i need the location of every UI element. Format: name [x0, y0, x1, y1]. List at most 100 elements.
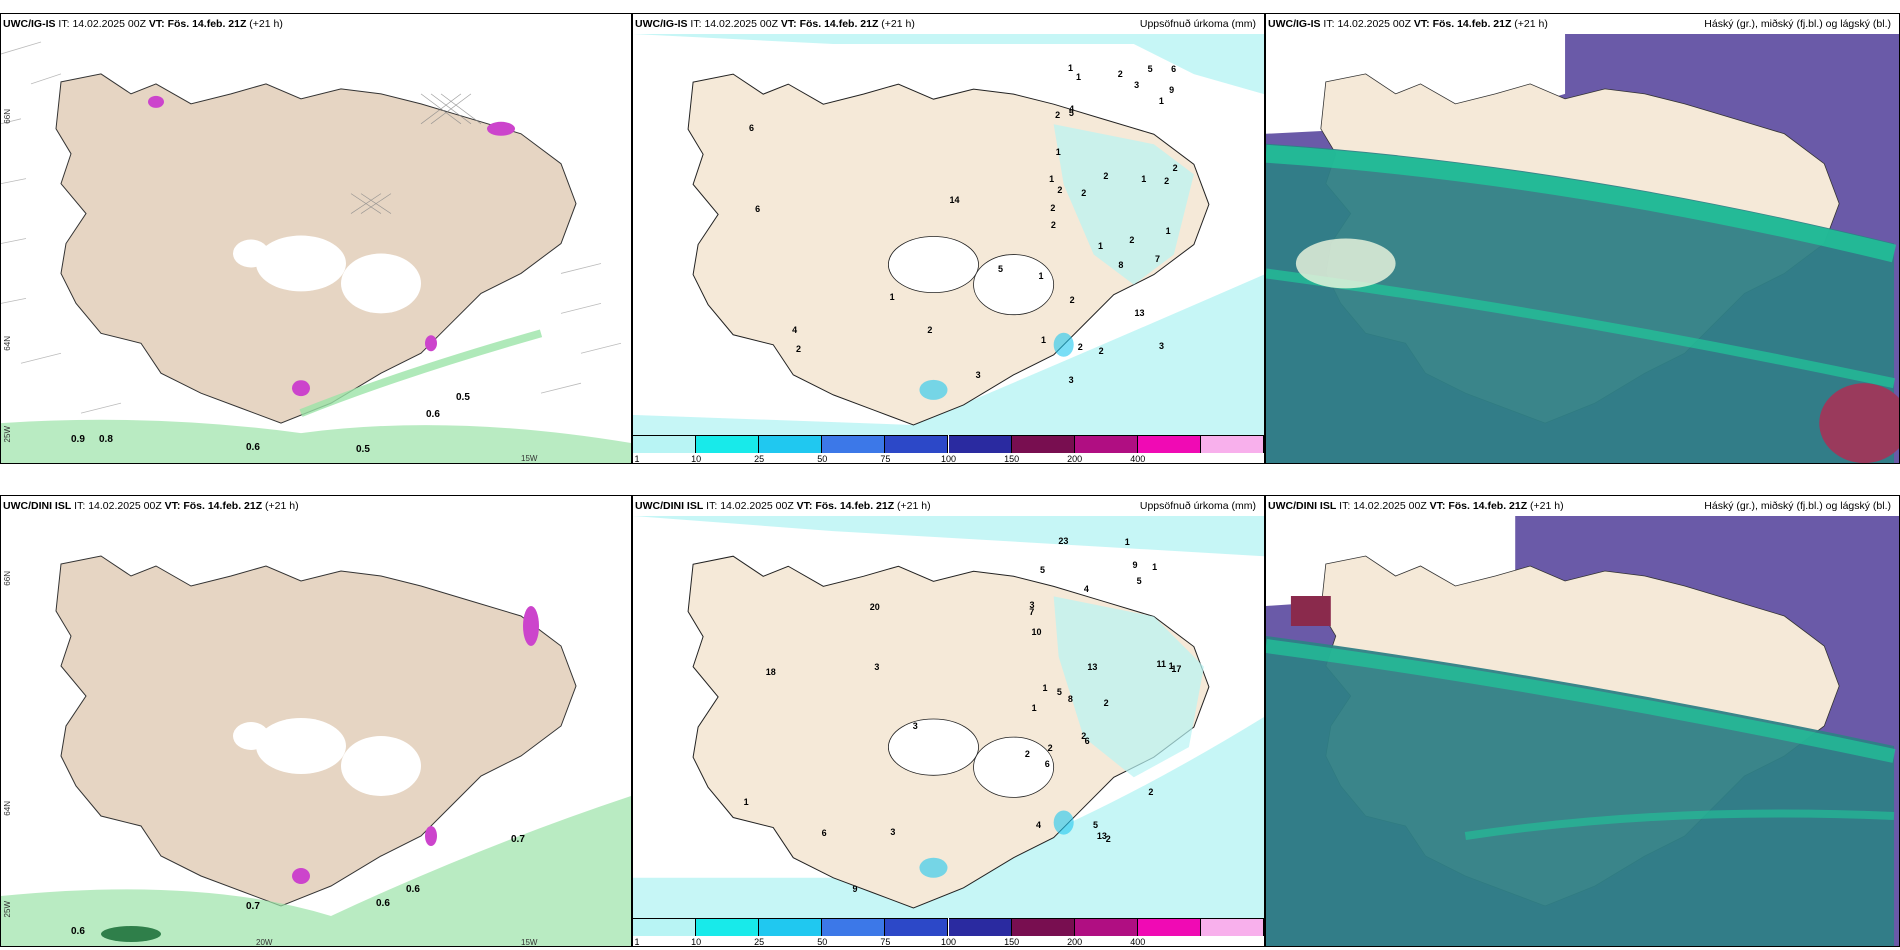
precip-value: 1 — [1055, 146, 1061, 157]
wind-label: 0.6 — [71, 926, 85, 937]
colorbar-tick: 50 — [817, 937, 828, 947]
precip-value: 9 — [1132, 560, 1138, 571]
precip-value: 4 — [792, 324, 798, 335]
colorbar-swatch — [1200, 435, 1264, 453]
precip-value: 3 — [874, 662, 880, 673]
panel-precip-top: UWC/IG-IS IT: 14.02.2025 00Z VT: Fös. 14… — [632, 13, 1265, 464]
panel-wind-bottom: UWC/DINI ISL IT: 14.02.2025 00Z VT: Fös.… — [0, 495, 632, 947]
colorbar-tick: 10 — [691, 937, 702, 947]
precip-value: 4 — [1083, 584, 1089, 595]
colorbar-tick: 400 — [1130, 937, 1146, 947]
precip-value: 1 — [1098, 240, 1104, 251]
precip-value: 2 — [1103, 171, 1109, 182]
cloud-map — [1266, 516, 1899, 946]
colorbar-swatch — [759, 435, 823, 453]
precip-value: 2 — [1105, 833, 1111, 844]
panel-header: UWC/DINI ISL IT: 14.02.2025 00Z VT: Fös.… — [635, 500, 1256, 512]
precip-value: 1 — [1158, 95, 1164, 106]
colorbar-tick: 75 — [880, 454, 891, 464]
precip-value: 7 — [1155, 254, 1161, 265]
wind-label: 0.6 — [376, 898, 390, 909]
precip-value: 2 — [1172, 162, 1178, 173]
colorbar-swatch — [885, 435, 949, 453]
colorbar-swatch — [633, 435, 697, 453]
wind-map — [1, 34, 631, 463]
precip-value: 1 — [1049, 174, 1055, 185]
precip-value: 1 — [1152, 562, 1158, 573]
colorbar-swatch — [1200, 918, 1264, 936]
precip-value: 2 — [1069, 295, 1075, 306]
colorbar-tick: 50 — [817, 454, 828, 464]
precip-value: 6 — [1044, 758, 1050, 769]
panel-precip-bottom: UWC/DINI ISL IT: 14.02.2025 00Z VT: Fös.… — [632, 495, 1265, 947]
precip-value: 6 — [749, 123, 755, 134]
lat-label: 64N — [3, 801, 12, 816]
precip-value: 5 — [1056, 686, 1062, 697]
precip-value: 2 — [796, 344, 802, 355]
panel-header: UWC/IG-IS IT: 14.02.2025 00Z VT: Fös. 14… — [1268, 18, 1891, 30]
precip-value: 6 — [1084, 735, 1090, 746]
precip-value: 2 — [1103, 697, 1109, 708]
precip-value: 1 — [1076, 71, 1082, 82]
colorbar-swatch — [1011, 918, 1075, 936]
precip-value: 1 — [1038, 270, 1044, 281]
lat-label: 66N — [3, 571, 12, 586]
lon-label: 20W — [256, 938, 273, 947]
colorbar-swatch — [759, 918, 823, 936]
precip-value: 2 — [1055, 110, 1061, 120]
panel-cloud-top: UWC/IG-IS IT: 14.02.2025 00Z VT: Fös. 14… — [1265, 13, 1900, 464]
colorbar-swatch — [633, 918, 697, 936]
wind-label: 0.6 — [406, 884, 420, 895]
precip-value: 1 — [743, 796, 749, 807]
precip-value: 1 — [1041, 334, 1047, 345]
precip-value: 5 — [1093, 820, 1099, 831]
colorbar-tick: 150 — [1004, 937, 1020, 947]
precip-value: 3 — [912, 720, 918, 731]
precip-value: 3 — [1068, 374, 1074, 385]
precip-value: 6 — [755, 203, 761, 214]
panel-header: UWC/DINI ISL IT: 14.02.2025 00Z VT: Fös.… — [3, 500, 299, 512]
precip-value: 2 — [1050, 219, 1056, 230]
precip-value: 1 — [889, 291, 895, 302]
precip-value: 18 — [765, 666, 776, 677]
wind-label: 0.5 — [356, 444, 370, 455]
precip-value: 4 — [1036, 819, 1042, 830]
precip-value: 13 — [1087, 661, 1098, 672]
colorbar-tick: 25 — [754, 937, 765, 947]
precip-value: 2 — [927, 325, 933, 336]
precip-value: 20 — [869, 601, 880, 612]
colorbar-tick: 200 — [1067, 937, 1083, 947]
precip-value: 1 — [1124, 536, 1130, 547]
lat-label: 66N — [3, 109, 12, 124]
precip-value: 9 — [1169, 85, 1175, 96]
precip-value: 2 — [1077, 341, 1083, 352]
precip-value: 23 — [1058, 536, 1069, 547]
precip-value: 2 — [1047, 743, 1053, 754]
colorbar-swatch — [1074, 435, 1138, 453]
precip-colorbar: 1 10 25 50 75 100 150 200 400 — [633, 918, 1264, 946]
lat-label: 64N — [3, 336, 12, 351]
panel-header: UWC/IG-IS IT: 14.02.2025 00Z VT: Fös. 14… — [635, 18, 1256, 30]
colorbar-swatch — [822, 435, 886, 453]
colorbar-tick: 400 — [1130, 454, 1146, 464]
precip-value: 6 — [1171, 63, 1177, 74]
colorbar-tick: 75 — [880, 937, 891, 947]
lon-label: 25W — [3, 426, 12, 443]
cloud-map — [1266, 34, 1899, 463]
wind-label: 0.6 — [426, 409, 440, 420]
panel-cloud-bottom: UWC/DINI ISL IT: 14.02.2025 00Z VT: Fös.… — [1265, 495, 1900, 947]
colorbar-swatch — [1137, 918, 1201, 936]
precip-value: 5 — [1147, 63, 1153, 74]
precip-value: 14 — [949, 194, 960, 205]
lon-label: 15W — [521, 938, 538, 947]
precip-value: 1 — [1068, 62, 1074, 73]
lon-label: 25W — [3, 901, 12, 918]
precip-value: 5 — [997, 263, 1003, 274]
colorbar-tick: 1 — [634, 937, 640, 947]
precip-value: 2 — [1164, 175, 1170, 186]
precip-value: 6 — [821, 827, 827, 838]
precip-value: 2 — [1050, 203, 1056, 214]
colorbar-swatch — [696, 435, 760, 453]
precip-value: 2 — [1024, 748, 1030, 759]
precip-value: 1 — [1165, 226, 1171, 237]
